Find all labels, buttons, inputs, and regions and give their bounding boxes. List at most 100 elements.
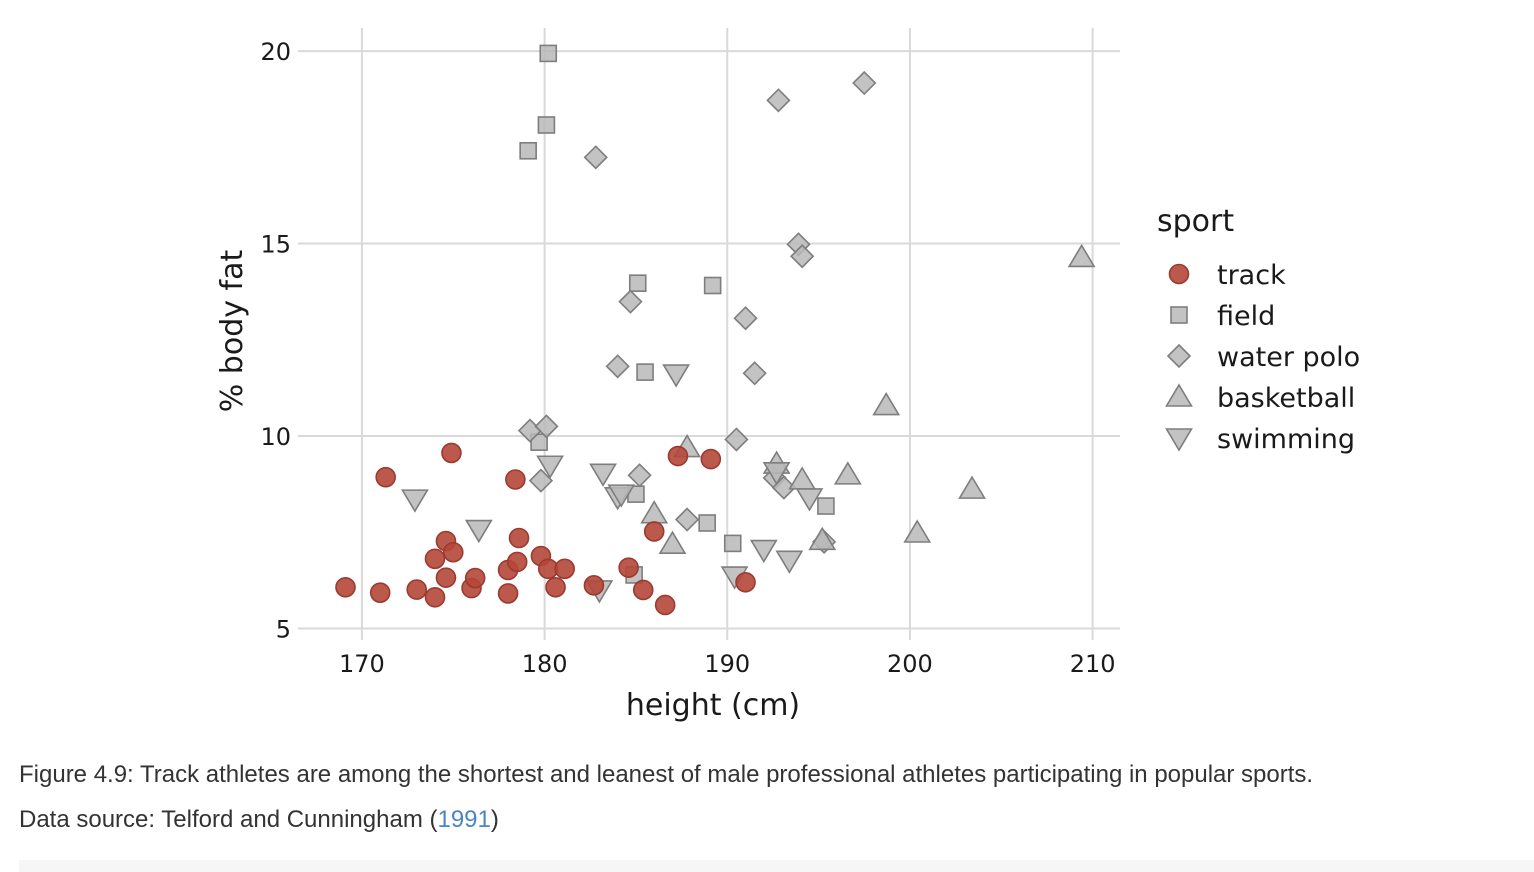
track-point [369,582,391,603]
field-point [703,276,722,295]
swimming-point [795,488,824,512]
legend-label-swimming: swimming [1217,424,1355,455]
track-point [497,583,519,604]
x-tick-labels: 170 180 190 200 210 [339,650,1115,678]
field-point [539,44,558,63]
track-point [375,466,396,488]
legend-key-swimming [1165,428,1193,452]
water-polo-point [618,289,643,314]
track-point [505,469,526,490]
basketball-point [872,392,901,416]
swimming-point [662,364,691,388]
y-tick-label: 15 [260,231,291,259]
basketball-point [1067,243,1096,268]
basketball-point [833,461,862,485]
citation-link[interactable]: 1991 [437,806,491,833]
field-point [817,497,835,515]
code-block-edge [19,860,1534,872]
water-polo-point [583,145,608,170]
water-polo-point [605,354,630,379]
y-axis-title: % body fat [215,250,250,413]
legend-label-track: track [1217,260,1286,291]
swimming-point [536,455,564,479]
legend-label-basketball: basketball [1217,383,1355,414]
x-axis-title: height (cm) [626,688,800,723]
water-polo-point [534,414,559,439]
caption-line-1: Figure 4.9: Track athletes are among the… [19,761,1314,788]
legend: sport track field water polo basketball swim… [1157,204,1360,455]
water-polo-point [627,463,652,488]
track-point [506,551,528,573]
track-point [654,594,676,616]
field-point [636,363,654,381]
track-point [700,448,722,470]
track-point [424,586,446,608]
caption-line-2: Data source: Telford and Cunningham (199… [19,797,1529,842]
legend-label-field: field [1217,301,1275,332]
water-polo-point [742,361,767,386]
water-polo-point [528,468,554,493]
track-point [735,571,756,593]
track-point [406,579,428,600]
track-point [667,445,689,467]
track-point [545,576,566,598]
swimming-point [607,484,636,508]
figure-caption: Figure 4.9: Track athletes are among the… [19,752,1529,842]
track-point [632,579,654,601]
swimming-point [400,489,429,513]
water-polo-point [790,244,815,269]
water-polo-point [724,427,749,452]
field-point [723,534,742,553]
track-point [424,548,446,570]
track-point [435,567,457,588]
swimming-point [749,539,778,564]
x-tick-label: 180 [522,650,568,678]
y-tick-labels: 5 10 15 20 [260,38,291,643]
x-tick-label: 200 [887,650,933,678]
basketball-point [958,475,986,499]
x-tick-label: 190 [704,650,750,678]
water-polo-point [852,70,877,96]
y-tick-label: 20 [260,38,291,66]
track-point [441,442,462,464]
basketball-point [903,519,932,543]
basketball-point [640,500,669,524]
field-point [530,433,548,451]
track-point [554,558,575,580]
track-point [442,541,464,563]
grid-lines [298,28,1120,640]
legend-key-track [1168,263,1190,285]
x-tick-label: 170 [339,650,385,678]
field-point [519,141,537,160]
caption-source-text: Data source: Telford and Cunningham ( [19,806,438,833]
swimming-point [464,519,493,544]
legend-key-basketball [1165,383,1193,407]
basketball-point [658,530,687,554]
legend-key-field [1170,306,1188,324]
data-points [335,44,1096,616]
track-point [643,521,665,542]
swimming-point [589,463,617,487]
swimming-point [775,550,804,574]
y-tick-label: 10 [260,423,291,451]
water-polo-point [733,306,758,331]
water-polo-point [766,88,791,113]
track-point [464,567,486,589]
x-tick-label: 210 [1070,650,1116,678]
legend-title: sport [1157,204,1234,239]
basketball-point [808,526,837,551]
swimming-point [762,461,791,486]
track-point [618,557,639,578]
water-polo-point [674,507,700,532]
caption-source-close: ) [490,806,499,833]
legend-key-water-polo [1166,343,1192,369]
track-point [583,575,605,596]
track-point [335,576,356,598]
field-point [628,274,647,292]
track-point [508,527,530,549]
y-tick-label: 5 [276,615,291,643]
scatter-plot: 170 180 190 200 210 5 10 15 20 height (cm) % bo… [215,28,1360,723]
field-point [537,116,556,134]
legend-label-water-polo: water polo [1217,342,1360,373]
field-point [698,514,716,532]
